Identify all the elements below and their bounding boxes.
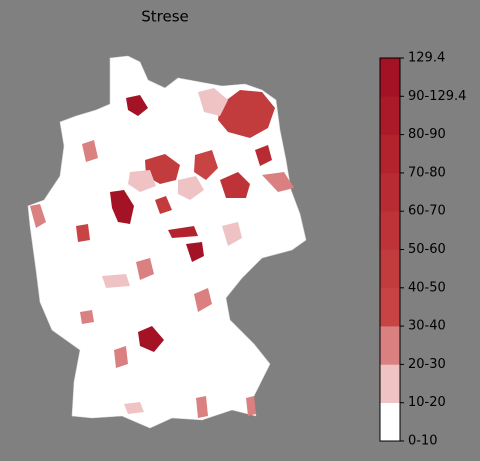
colorbar-segment — [380, 58, 400, 97]
region — [218, 90, 275, 138]
region — [114, 346, 128, 368]
region — [128, 170, 156, 192]
colorbar-label: 20-30 — [408, 357, 446, 372]
colorbar-segment — [380, 364, 400, 403]
region — [82, 140, 98, 162]
region — [138, 326, 164, 352]
colorbar-segment — [380, 249, 400, 289]
colorbar-segment — [380, 402, 400, 442]
region — [196, 396, 208, 418]
colorbar-label: 50-60 — [408, 242, 446, 257]
colorbar-label: 80-90 — [408, 127, 446, 142]
region — [186, 242, 204, 262]
region — [255, 145, 272, 166]
colorbar-label: 30-40 — [408, 319, 446, 334]
colorbar-label: 70-80 — [408, 165, 446, 180]
region — [124, 402, 144, 414]
region — [110, 190, 134, 224]
region — [126, 95, 148, 116]
colorbar-segment — [380, 134, 400, 174]
colorbar-segment — [380, 326, 400, 365]
colorbar-segment — [380, 96, 400, 135]
region — [262, 172, 294, 192]
region — [30, 204, 46, 228]
region — [246, 396, 256, 416]
colorbar-label: 60-70 — [408, 204, 446, 219]
colorbar-segment — [380, 211, 400, 250]
germany-map — [27, 55, 307, 429]
colorbar-label: 0-10 — [408, 434, 438, 449]
region — [178, 176, 204, 200]
region — [80, 310, 94, 324]
region — [194, 150, 218, 180]
colorbar-segment — [380, 172, 400, 212]
colorbar: 0-10 10-20 20-30 30-40 40-50 50-60 60-70 70-80 8… — [379, 51, 466, 449]
map-title: Strese — [141, 8, 189, 26]
region — [136, 258, 154, 280]
colorbar-label: 129.4 — [408, 51, 445, 66]
region — [220, 172, 250, 198]
colorbar-segment — [380, 287, 400, 327]
colorbar-label: 40-50 — [408, 280, 446, 295]
region — [76, 224, 90, 242]
region — [102, 274, 130, 288]
region — [168, 226, 198, 238]
region — [145, 154, 180, 184]
region — [194, 288, 212, 312]
region — [198, 88, 228, 116]
region — [155, 196, 172, 214]
region — [222, 222, 242, 246]
country-outline — [27, 55, 307, 429]
colorbar-label: 90-129.4 — [408, 89, 466, 104]
colorbar-label: 10-20 — [408, 395, 446, 410]
